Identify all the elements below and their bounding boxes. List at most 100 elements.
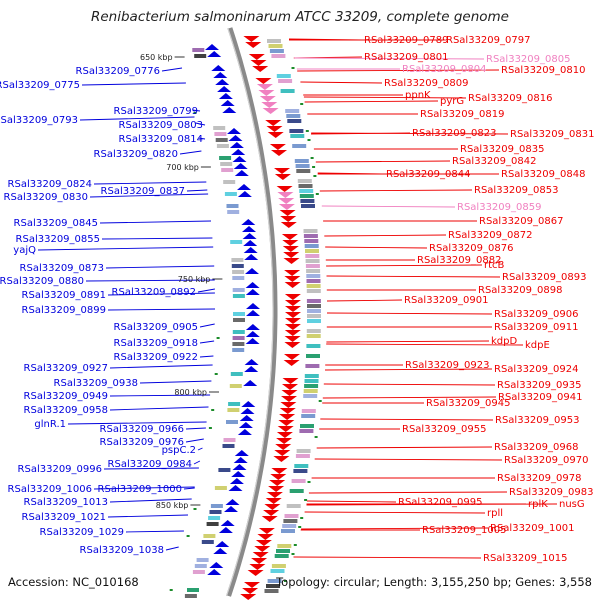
- right-feature-label: pyrG: [440, 96, 464, 107]
- scale-tick-label: 750 kbp: [178, 275, 211, 284]
- forward-analysis-tile: [203, 534, 216, 538]
- forward-analysis-tile: [227, 408, 240, 412]
- forward-feature: [245, 331, 260, 337]
- reverse-analysis-tile: [266, 584, 280, 588]
- left-feature-label: RSal33209_1013: [24, 497, 108, 508]
- forward-feature: [205, 44, 219, 50]
- left-connector: [197, 447, 203, 451]
- reverse-analysis-tile: [289, 129, 304, 133]
- reverse-feature: [279, 210, 296, 216]
- forward-feature: [238, 422, 253, 428]
- reverse-feature: [274, 174, 291, 180]
- forward-analysis-tile: [215, 138, 228, 142]
- reverse-analysis-tile: [307, 314, 321, 318]
- reverse-analysis-tile: [276, 549, 290, 553]
- gc-tick: [291, 553, 295, 555]
- forward-analysis-tile: [194, 564, 207, 568]
- right-feature-label: RSal33209_1015: [483, 553, 567, 564]
- forward-feature: [237, 184, 251, 190]
- right-feature-label: RSal33209_0859: [457, 202, 541, 213]
- right-feature-label: RSal33209_0882: [417, 255, 501, 266]
- reverse-feature: [265, 498, 282, 504]
- reverse-feature: [255, 78, 272, 84]
- reverse-analysis-tile: [281, 529, 295, 533]
- right-feature-label: RSal33209_0978: [497, 473, 581, 484]
- reverse-analysis-tile: [305, 259, 320, 263]
- reverse-feature: [255, 540, 272, 546]
- forward-feature: [220, 100, 235, 106]
- forward-analysis-tile: [223, 438, 236, 442]
- right-connector: [303, 96, 467, 99]
- reverse-analysis-tile: [296, 449, 311, 453]
- gc-tick: [214, 373, 218, 375]
- right-connector: [326, 264, 483, 267]
- right-connector: [308, 491, 508, 494]
- forward-analysis-tile: [210, 504, 223, 508]
- reverse-analysis-tile: [271, 564, 286, 568]
- left-feature-label: RSal33209_0938: [54, 378, 138, 389]
- reverse-feature: [269, 144, 286, 150]
- reverse-analysis-tile: [278, 79, 293, 83]
- forward-analysis-tile: [213, 126, 226, 130]
- forward-feature: [222, 107, 237, 113]
- left-connector: [193, 460, 201, 465]
- left-feature-label: RSal33209_0793: [0, 115, 78, 126]
- forward-feature: [232, 464, 247, 470]
- left-feature-label: RSal33209_0984: [108, 459, 192, 470]
- reverse-analysis-tile: [303, 389, 318, 393]
- forward-analysis-tile: [194, 54, 207, 58]
- reverse-analysis-tile: [300, 424, 314, 428]
- reverse-analysis-tile: [287, 119, 302, 123]
- right-connector: [326, 340, 490, 343]
- left-feature-label: yajQ: [13, 245, 36, 256]
- reverse-analysis-tile: [301, 204, 315, 208]
- left-connector: [199, 323, 215, 328]
- reverse-feature: [249, 564, 266, 570]
- reverse-feature: [282, 384, 298, 390]
- reverse-analysis-tile: [301, 414, 316, 418]
- left-feature-label: RSal33209_0814: [119, 134, 203, 145]
- gc-tick: [291, 67, 295, 69]
- right-connector: [319, 189, 473, 192]
- gc-tick: [298, 526, 302, 528]
- reverse-feature: [281, 390, 298, 396]
- reverse-analysis-tile: [294, 159, 309, 163]
- reverse-analysis-tile: [286, 114, 301, 118]
- right-feature-label: nusG: [559, 499, 585, 510]
- reverse-feature: [276, 186, 293, 192]
- reverse-analysis-tile: [299, 429, 314, 433]
- right-feature-label: RSal33209_0911: [494, 322, 578, 333]
- right-connector: [306, 500, 397, 503]
- left-connector: [195, 122, 206, 126]
- right-feature-label: RSal33209_0823: [412, 128, 496, 139]
- forward-feature: [209, 562, 224, 568]
- gc-tick: [293, 544, 297, 546]
- left-feature-label: RSal33209_1006: [8, 484, 92, 495]
- reverse-analysis-tile: [264, 589, 279, 593]
- left-connector: [165, 546, 179, 551]
- right-feature-label: RSal33209_0835: [460, 144, 544, 155]
- reverse-feature: [284, 324, 301, 330]
- forward-analysis-tile: [201, 540, 214, 544]
- reverse-analysis-tile: [295, 454, 310, 458]
- forward-feature: [245, 289, 260, 295]
- gc-tick: [300, 103, 304, 105]
- right-connector: [314, 458, 503, 461]
- left-connector: [107, 292, 215, 296]
- reverse-feature: [258, 528, 275, 534]
- right-feature-label: RSal33209_0810: [501, 65, 585, 76]
- reverse-feature: [258, 90, 275, 96]
- reverse-analysis-tile: [282, 524, 297, 528]
- right-feature-label: ppnK: [405, 90, 431, 101]
- forward-analysis-tile: [232, 336, 245, 340]
- forward-feature: [225, 499, 240, 505]
- forward-feature: [244, 254, 259, 260]
- reverse-feature: [284, 342, 301, 348]
- right-feature-label: kdpD: [491, 336, 517, 347]
- forward-feature: [244, 359, 259, 365]
- reverse-feature: [270, 474, 287, 480]
- reverse-feature: [282, 246, 299, 252]
- left-feature-label: RSal33209_0976: [100, 437, 184, 448]
- reverse-feature: [245, 42, 262, 48]
